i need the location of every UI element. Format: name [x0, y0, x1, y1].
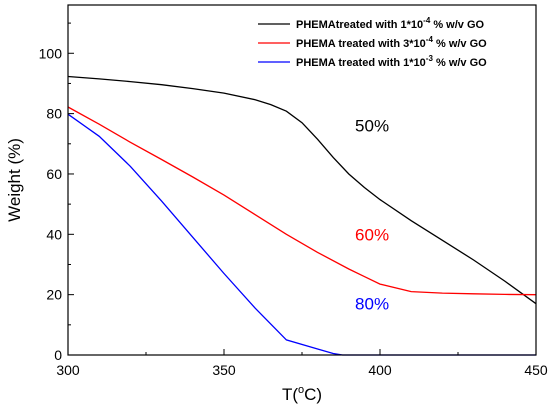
plot-lines [67, 75, 537, 356]
series-line-3 [67, 113, 536, 356]
annotation-2: 60% [355, 225, 389, 244]
legend: PHEMAtreated with 1*10-4 % w/v GO PHEMA t… [258, 16, 487, 69]
y-tick-label: 0 [54, 347, 62, 363]
annotations: 50% 60% 80% [355, 117, 389, 314]
y-tick-label: 80 [46, 106, 62, 122]
x-tick-label: 350 [212, 362, 236, 378]
x-tick-label: 300 [56, 362, 80, 378]
x-tick-label: 450 [524, 362, 548, 378]
x-tick-label: 400 [368, 362, 392, 378]
series-line-2 [67, 106, 537, 296]
x-axis-ticks: 300 350 400 450 [56, 349, 548, 378]
legend-label-2: PHEMA treated with 3*10-4 % w/v GO [296, 35, 487, 50]
series-line-1 [67, 75, 537, 305]
legend-label-1: PHEMAtreated with 1*10-4 % w/v GO [296, 16, 485, 31]
y-tick-label: 20 [46, 287, 62, 303]
annotation-3: 80% [355, 295, 389, 314]
legend-label-3: PHEMA treated with 1*10-3 % w/v GO [296, 54, 487, 69]
y-axis-ticks: 0 20 40 60 80 100 [39, 22, 74, 363]
x-axis-label: T(oC) [282, 384, 322, 404]
annotation-1: 50% [355, 117, 389, 136]
y-tick-label: 60 [46, 166, 62, 182]
y-axis-label: Weight (%) [5, 138, 24, 222]
y-tick-label: 40 [46, 226, 62, 242]
y-tick-label: 100 [39, 45, 63, 61]
